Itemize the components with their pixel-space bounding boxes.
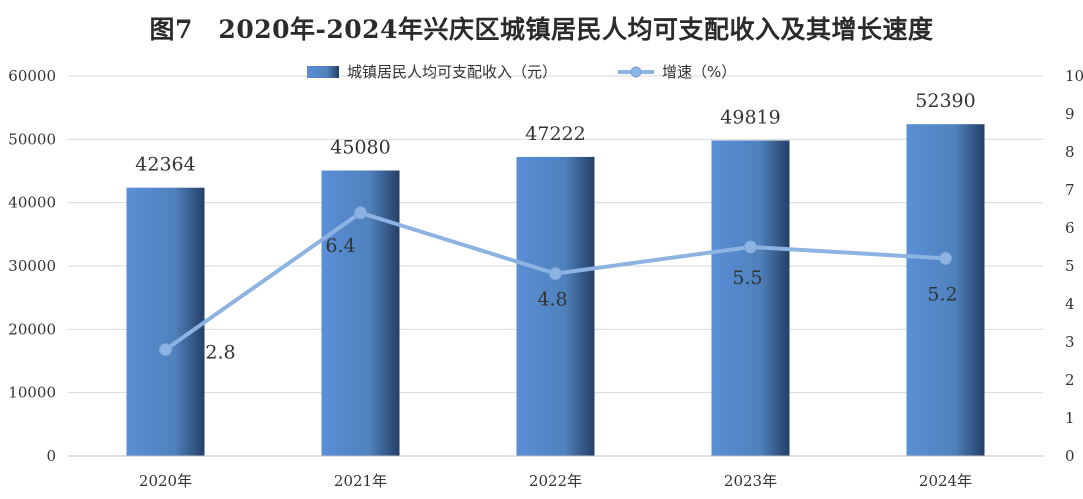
y-right-tick-label: 2	[1065, 371, 1075, 389]
legend-line-label: 增速（%）	[662, 63, 736, 81]
y-left-tick-label: 10000	[8, 384, 56, 402]
legend-bar-label: 城镇居民人均可支配收入（元）	[347, 63, 557, 81]
legend: 城镇居民人均可支配收入（元） 增速（%）	[307, 63, 736, 81]
bar-value-label: 47222	[525, 123, 585, 145]
x-category-label: 2024年	[919, 472, 972, 490]
bar	[516, 156, 595, 456]
y-right-tick-label: 7	[1065, 181, 1075, 199]
bar	[906, 124, 985, 457]
line-value-label: 5.5	[732, 267, 762, 289]
bar-value-label: 52390	[915, 90, 975, 112]
x-category-label: 2022年	[529, 472, 582, 490]
bar-series: 42364 45080 47222 49819 52390	[126, 90, 985, 457]
line-value-label: 5.2	[927, 283, 957, 305]
line-point	[549, 267, 562, 281]
line-point	[939, 251, 952, 265]
bar	[126, 187, 205, 456]
bar-value-label: 42364	[135, 154, 195, 176]
y-right-tick-label: 4	[1065, 295, 1075, 313]
legend-line-marker	[630, 66, 642, 78]
y-right-tick-label: 10	[1065, 67, 1083, 85]
y-left-tick-label: 60000	[8, 67, 56, 85]
y-left-tick-label: 0	[46, 447, 56, 465]
line-point	[159, 343, 172, 357]
y-left-tick-label: 30000	[8, 257, 56, 275]
bar	[711, 140, 790, 456]
line-point	[354, 206, 367, 220]
bar-value-label: 49819	[720, 106, 780, 128]
legend-bar-swatch	[307, 66, 339, 78]
y-left-tick-label: 20000	[8, 320, 56, 338]
line-point	[744, 240, 757, 254]
y-left-tick-label: 50000	[8, 130, 56, 148]
chart-title: 图7 2020年-2024年兴庆区城镇居民人均可支配收入及其增长速度	[149, 15, 934, 44]
line-value-label: 2.8	[205, 342, 235, 364]
y-right-tick-label: 0	[1065, 447, 1075, 465]
bar-value-label: 45080	[330, 136, 390, 158]
x-category-label: 2021年	[334, 472, 387, 490]
line-value-label: 4.8	[537, 289, 567, 311]
axes: 0 10000 20000 30000 40000 50000 60000 0 1 2 3 4 5 6 7 8…	[8, 67, 1083, 490]
y-right-tick-label: 5	[1065, 257, 1075, 275]
x-category-label: 2020年	[139, 472, 192, 490]
line-value-label: 6.4	[325, 235, 355, 257]
line-series: 2.8 6.4 4.8 5.5 5.2	[159, 206, 958, 364]
y-right-tick-label: 3	[1065, 333, 1075, 351]
y-left-tick-label: 40000	[8, 194, 56, 212]
x-category-label: 2023年	[724, 472, 777, 490]
y-right-tick-label: 1	[1065, 409, 1075, 427]
y-right-tick-label: 9	[1065, 105, 1075, 123]
y-right-tick-label: 6	[1065, 219, 1075, 237]
y-right-tick-label: 8	[1065, 143, 1075, 161]
